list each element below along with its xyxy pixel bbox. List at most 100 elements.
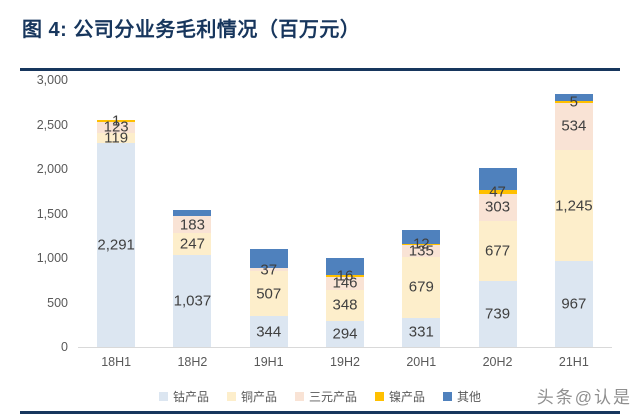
copper-value-label: 247 (179, 235, 205, 253)
ternary-value-label: 146 (332, 274, 358, 292)
x-category-label: 20H1 (406, 355, 437, 369)
nickel-value-label: 16 (336, 267, 354, 285)
ternary-segment: 146 (326, 276, 364, 291)
copper-segment: 119 (97, 130, 136, 145)
legend-item-ternary: 三元产品 (294, 388, 357, 405)
other-segment (478, 168, 517, 190)
y-tick-label: 2,000 (36, 162, 68, 176)
legend-label: 铜产品 (240, 390, 277, 404)
cobalt-segment: 1,037 (173, 254, 212, 347)
nickel-value-label: 12 (412, 235, 430, 253)
legend-swatch-icon (294, 392, 304, 401)
legend-label: 其他 (457, 390, 482, 404)
cobalt-value-label: 331 (408, 323, 434, 341)
copper-value-label: 119 (104, 129, 129, 147)
bar-column-20H2: 47 303 677 739 (478, 168, 517, 347)
title-underline (20, 68, 620, 71)
bar-column-21H1: 5 534 1,245 967 (554, 93, 593, 347)
legend-item-cobalt: 钴产品 (158, 388, 209, 405)
ternary-value-label: 303 (485, 198, 511, 216)
legend-label: 钴产品 (172, 390, 209, 404)
ternary-segment: 534 (554, 102, 593, 151)
copper-value-label: 677 (485, 242, 511, 260)
y-tick-label: 2,500 (36, 117, 68, 132)
nickel-value-label: 1 (111, 112, 121, 130)
ternary-segment: 37 (249, 262, 288, 277)
nickel-value-label: 47 (489, 183, 506, 201)
nickel-segment: 16 (326, 269, 364, 284)
legend-label: 镍产品 (389, 390, 426, 404)
nickel-segment: 47 (478, 184, 517, 199)
ternary-value-label: 123 (103, 118, 129, 136)
copper-segment: 679 (402, 257, 441, 318)
y-tick-label: 500 (47, 295, 68, 310)
bar-column-20H1: 12 135 679 331 (402, 229, 441, 347)
ternary-value-label: 135 (408, 242, 434, 260)
bottom-border (20, 411, 620, 414)
x-category-label: 18H2 (177, 355, 208, 369)
x-axis-line (78, 347, 612, 348)
x-category-label: 20H2 (482, 355, 513, 369)
ternary-segment: 123 (97, 120, 136, 135)
other-segment (326, 258, 364, 276)
bar-column-19H2: 16 146 348 294 (326, 258, 364, 347)
legend-item-copper: 铜产品 (226, 388, 277, 405)
ternary-segment: 183 (173, 216, 212, 233)
cobalt-value-label: 739 (485, 305, 511, 323)
legend-label: 三元产品 (308, 390, 357, 404)
legend-item-nickel: 镍产品 (375, 388, 425, 405)
other-segment (249, 249, 288, 268)
ternary-segment: 303 (478, 193, 517, 221)
nickel-segment: 12 (402, 237, 441, 252)
cobalt-segment: 739 (478, 281, 517, 347)
copper-segment: 348 (326, 289, 364, 321)
ternary-value-label: 183 (179, 216, 205, 234)
x-category-label: 21H1 (558, 355, 589, 369)
cobalt-value-label: 344 (256, 323, 282, 341)
cobalt-segment: 331 (402, 317, 441, 347)
cobalt-value-label: 294 (332, 325, 358, 343)
nickel-segment: 1 (97, 113, 136, 128)
nickel-segment: 5 (554, 94, 593, 109)
copper-segment: 1,245 (554, 150, 593, 261)
other-segment (402, 229, 441, 244)
x-category-label: 19H1 (253, 355, 284, 369)
ternary-segment: 135 (402, 244, 441, 259)
cobalt-segment: 2,291 (97, 143, 136, 347)
x-category-label: 19H2 (330, 355, 360, 369)
y-tick-label: 1,500 (36, 206, 68, 221)
legend-swatch-icon (226, 392, 236, 401)
legend-swatch-icon (158, 392, 168, 401)
x-category-label: 18H1 (101, 355, 132, 369)
copper-value-label: 348 (332, 296, 358, 314)
ternary-value-label: 37 (260, 261, 278, 279)
cobalt-value-label: 967 (561, 295, 587, 313)
cobalt-segment: 344 (249, 316, 288, 347)
bar-column-19H1: 37 507 344 (249, 249, 288, 347)
other-segment (173, 210, 212, 217)
legend-swatch-icon (375, 392, 384, 401)
copper-value-label: 1,245 (555, 197, 593, 214)
copper-value-label: 507 (256, 285, 282, 303)
y-tick-label: 0 (61, 340, 68, 354)
cobalt-segment: 967 (554, 260, 593, 347)
bar-column-18H2: 183 247 1,037 (173, 210, 212, 347)
stacked-bar-chart: 0 500 1,000 1,500 2,000 2,500 3,000 1 123 119 2,29… (0, 73, 640, 381)
bar-column-18H1: 1 123 119 2,291 (97, 113, 136, 347)
watermark: 头条@认是 (536, 388, 632, 407)
legend-swatch-icon (443, 392, 453, 401)
cobalt-value-label: 2,291 (97, 236, 135, 254)
copper-segment: 677 (478, 220, 517, 282)
cobalt-value-label: 1,037 (173, 292, 212, 310)
copper-segment: 247 (173, 232, 212, 255)
cobalt-segment: 294 (326, 320, 364, 347)
y-tick-label: 3,000 (36, 73, 68, 87)
copper-segment: 507 (249, 271, 288, 317)
copper-value-label: 679 (408, 278, 434, 296)
y-tick-label: 1,000 (36, 251, 68, 265)
legend-item-other: 其他 (443, 388, 481, 405)
other-segment (554, 93, 593, 102)
figure-title: 图 4: 公司分业务毛利情况（百万元） (22, 19, 361, 41)
nickel-value-label: 5 (569, 93, 579, 111)
